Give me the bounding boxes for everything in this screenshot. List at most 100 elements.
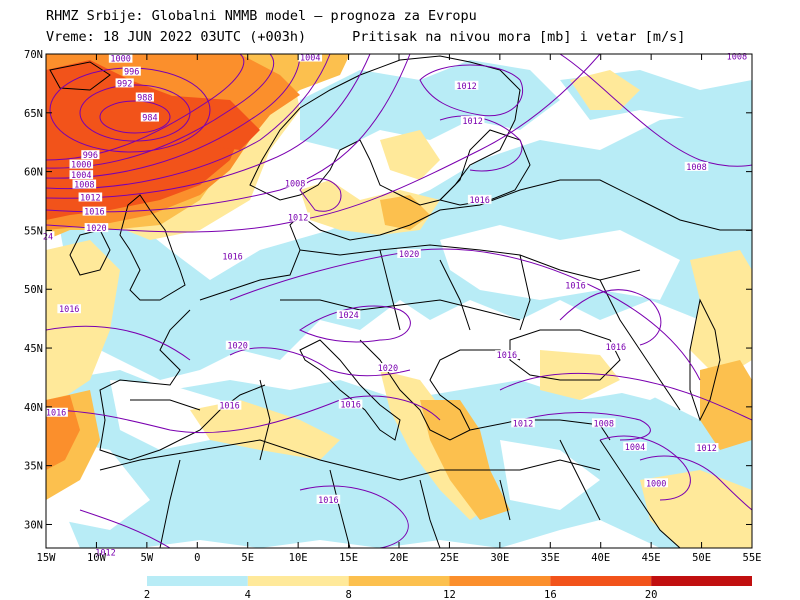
lon-label: 25E [440, 552, 459, 564]
isobar-label: 1016 [222, 252, 242, 262]
isobar-label: 1016 [497, 351, 517, 361]
isobar-label: 1016 [340, 401, 360, 411]
isobar-label: 1016 [469, 196, 489, 206]
isobar-label-bg [563, 280, 588, 290]
lat-label: 65N [24, 108, 43, 120]
isobar-label-bg [338, 399, 363, 409]
isobar-label: 1004 [625, 443, 645, 453]
isobar-label-bg [511, 418, 535, 428]
map-subtitle: Vreme: 18 JUN 2022 03UTC (+003h) Pritisak… [46, 29, 685, 45]
isobar-label: 1004 [300, 54, 320, 64]
isobar-label: 1000 [110, 55, 130, 65]
coastlines [49, 55, 752, 548]
isobar-label-bg [122, 66, 141, 76]
wind-speed-legend: 2 4 8 12 16 20 [144, 576, 752, 600]
isobar-label: 996 [124, 68, 139, 78]
isobar-label-bg [604, 341, 628, 351]
lon-label: 15E [339, 552, 358, 564]
lon-label: 20E [390, 552, 409, 564]
lon-label: 5W [141, 552, 154, 564]
isobars [46, 54, 752, 548]
isobar-label: 1016 [46, 409, 66, 419]
lat-label: 30N [24, 519, 43, 531]
lon-label: 35E [541, 552, 560, 564]
isobar-label: 1012 [462, 117, 482, 127]
isobar-label-bg [82, 206, 107, 216]
isobar-label: 1000 [646, 479, 666, 489]
isobar-label: 1016 [318, 496, 338, 506]
isobar-label-bg [298, 52, 323, 62]
isobar-label-bg [684, 161, 709, 171]
legend-tick-label: 16 [544, 589, 557, 600]
isobar-label-bg [495, 350, 519, 360]
isobar-label-bg [725, 51, 749, 61]
legend-swatch [651, 576, 752, 586]
isobar-label: 1012 [513, 419, 533, 429]
isobar-label-bg [220, 251, 245, 261]
isobar-label-bg [694, 443, 719, 453]
isobar-label: 1008 [74, 181, 94, 191]
isobar-label-bg [69, 170, 94, 180]
isobar-label: 988 [137, 94, 152, 104]
lon-label: 50E [692, 552, 711, 564]
isobar-label: 1012 [95, 549, 115, 559]
isobar-label: 24 [43, 232, 53, 242]
isobar-label: 984 [142, 114, 157, 124]
isobar-label-bg [591, 418, 616, 428]
lon-label: 0 [194, 552, 200, 564]
isobar-label: 992 [117, 79, 132, 89]
isobar-label-bg [69, 159, 94, 169]
legend-swatch [348, 576, 450, 586]
isobar-label: 1012 [288, 213, 308, 223]
isobar-label-bg [623, 441, 647, 451]
legend-swatch [247, 576, 349, 586]
legend-tick-label: 12 [443, 589, 456, 600]
isobar-label-bg [41, 231, 55, 241]
isobar-label: 1020 [399, 250, 419, 260]
isobar-label: 1020 [227, 342, 247, 352]
isobar-label: 996 [83, 151, 98, 161]
isobar-label-bg [93, 547, 118, 557]
isobar-label: 1024 [338, 311, 358, 321]
lat-label: 60N [24, 167, 43, 179]
isobar-label-bg [135, 92, 154, 102]
isobar-label-bg [115, 78, 134, 88]
lat-label: 70N [24, 49, 43, 61]
lat-label: 55N [24, 225, 43, 237]
isobar-label-bg [72, 179, 97, 189]
legend-tick-label: 20 [645, 589, 658, 600]
map-title: RHMZ Srbije: Globalni NMMB model — progn… [46, 8, 477, 24]
lat-label: 50N [24, 284, 43, 296]
isobar-label-bg [78, 192, 103, 202]
legend-tick-label: 8 [346, 589, 352, 600]
isobar-label: 1008 [686, 163, 706, 173]
wind-speed-field [46, 54, 752, 548]
isobar-label-bg [644, 478, 668, 488]
isobar-label-bg [81, 150, 100, 160]
isobar-label-bg [336, 310, 361, 320]
lon-label: 5E [241, 552, 254, 564]
lat-label: 40N [24, 402, 43, 414]
isobar-label: 1012 [456, 82, 476, 92]
legend-swatch [449, 576, 551, 586]
isobar-label-bg [316, 494, 341, 504]
isobar-label: 1016 [219, 402, 239, 412]
legend-swatch [147, 576, 248, 586]
isobar-label: 1008 [727, 52, 747, 62]
isobar-label-bg [57, 304, 81, 314]
isobar-label: 1008 [285, 179, 305, 189]
isobar-label-bg [286, 212, 310, 222]
field-description: Pritisak na nivou mora [mb] i vetar [m/s… [352, 29, 686, 45]
isobar-label: 1012 [80, 193, 100, 203]
lon-label: 10E [289, 552, 308, 564]
isobar-label: 1020 [378, 364, 398, 374]
lon-label: 10W [87, 552, 107, 564]
lat-label: 45N [24, 343, 43, 355]
isobar-label: 1016 [606, 343, 626, 353]
isobar-label-bg [140, 112, 159, 122]
forecast-time: Vreme: 18 JUN 2022 03UTC (+003h) [46, 29, 307, 45]
lon-label: 45E [642, 552, 661, 564]
isobar-labels: 1000996992988984996100010041008101210161… [41, 51, 749, 559]
isobar-label-bg [44, 407, 68, 417]
isobar-label: 1004 [71, 171, 91, 181]
